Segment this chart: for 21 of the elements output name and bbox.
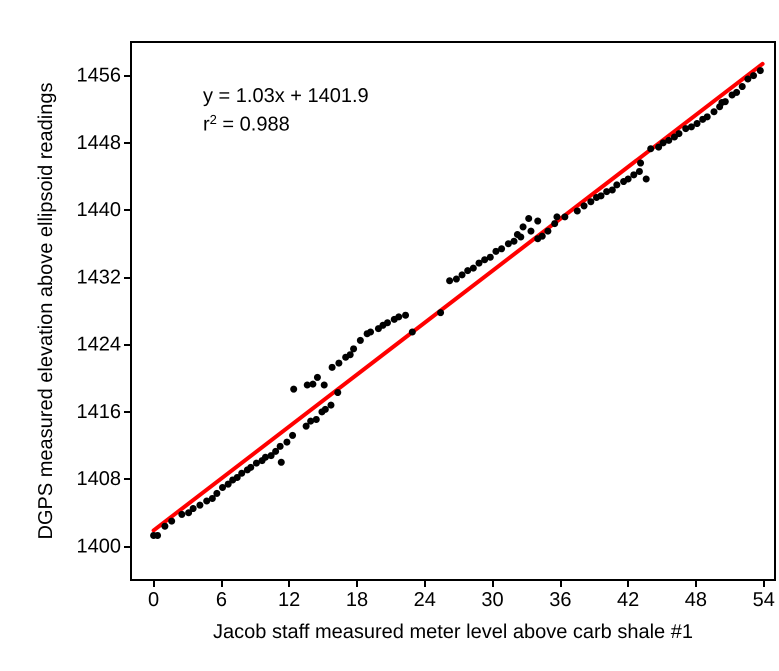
y-tick-label: 1448 [76,132,121,154]
y-tick-label: 1432 [76,266,121,288]
x-tick-label: 30 [481,589,504,611]
x-tick-label: 36 [549,589,572,611]
x-tick-label: 48 [684,589,708,611]
x-tick-label: 6 [216,589,227,611]
x-tick-label: 18 [346,589,368,611]
y-tick-label: 1416 [76,400,121,423]
x-axis-title: Jacob staff measured meter level above carb shale #1 [213,621,693,643]
y-tick-label: 1424 [76,334,121,356]
y-tick-label: 1440 [76,199,121,222]
x-tick-label: 0 [148,589,160,611]
y-tick-label: 1400 [76,535,121,558]
y-tick-label: 1408 [76,468,121,490]
y-tick-label: 1456 [76,64,121,87]
y-axis-title: DGPS measured elevation above ellipsoid readings [35,82,57,540]
x-tick-label: 54 [752,589,775,611]
annotation: y = 1.03x + 1401.9 [203,85,369,107]
x-tick-label: 24 [414,589,436,611]
x-tick-label: 42 [617,589,640,611]
x-tick-label: 12 [278,589,300,611]
